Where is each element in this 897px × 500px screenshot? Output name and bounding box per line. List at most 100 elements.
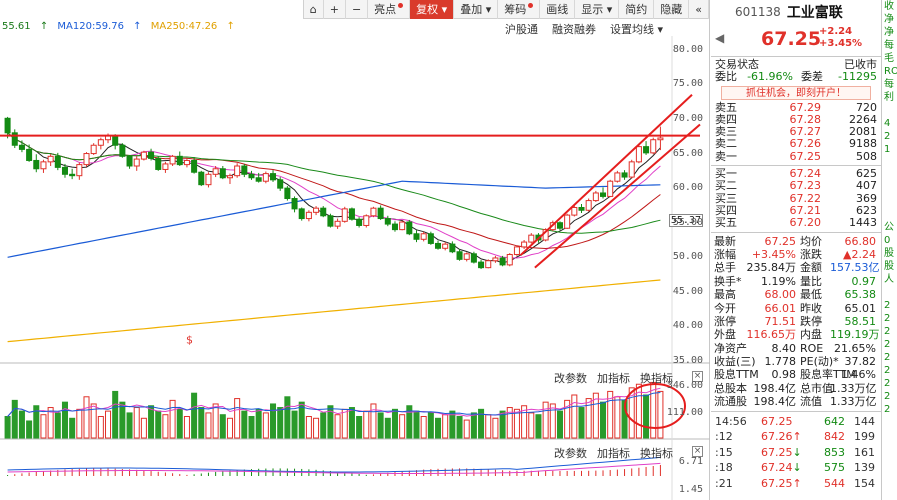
volume-bar [18, 410, 25, 439]
edge-fragment [882, 182, 897, 195]
price-axis-label: 55.37 [668, 214, 703, 228]
candle-body [657, 137, 664, 141]
back-arrow-icon[interactable]: ◀ [715, 31, 725, 45]
volume-add-indicator-button[interactable]: 加指标 [597, 372, 630, 385]
volume-bar [262, 412, 269, 439]
stat-value-2: 1.33万亿 [830, 395, 877, 409]
toolbar-button-4[interactable]: 复权 ▾ [410, 0, 455, 19]
candle-body [614, 172, 621, 182]
kline-chart-area[interactable]: ⌂ + − 亮点 复权 ▾ 叠加 ▾ 筹码 画线 显示 ▾ 简约 隐藏 « 55.61 ↑ MA120… [0, 0, 710, 500]
candle-body [119, 144, 126, 157]
toolbar-button-0[interactable]: ⌂ [304, 0, 324, 19]
volume-switch-indicator-button[interactable]: 换指标 [640, 372, 673, 385]
macd-close-icon[interactable]: × [692, 446, 703, 457]
toolbar-button-6[interactable]: 筹码 [498, 0, 541, 19]
ma1-value: 55.61 [2, 21, 31, 32]
toolbar-button-10[interactable]: 隐藏 [654, 0, 690, 19]
volume-bar [607, 390, 614, 439]
margin-trading-link[interactable]: 融资融券 [551, 23, 596, 36]
candle-body [219, 168, 226, 179]
toolbar-more-icon[interactable]: « [689, 0, 709, 19]
candle-body [226, 175, 233, 179]
stat-value-2: 1.46% [841, 368, 876, 382]
volume-bar [191, 392, 198, 439]
stat-label-2: PE(动)* [800, 355, 839, 369]
volume-bar [148, 405, 155, 439]
ask-price: 67.28 [789, 112, 822, 126]
volume-bar [485, 414, 492, 439]
volume-bar [226, 417, 233, 439]
bid-row: 买五 67.20 1443 [711, 216, 881, 229]
price-row: ◀ 67.25 +2.24 +3.45% [711, 24, 881, 54]
candle-body [298, 208, 305, 220]
ma120-line [7, 180, 661, 258]
edge-fragment [882, 104, 897, 117]
volume-bar [535, 414, 542, 439]
edge-fragment: 2 [884, 365, 891, 376]
volume-bar [370, 403, 377, 439]
volume-axis-mid: 111.00 [666, 407, 703, 418]
stat-label-2: 股息率TTM [800, 368, 856, 382]
price-change: +2.24 +3.45% [819, 26, 862, 50]
volume-bar [313, 417, 320, 439]
stock-name: 工业富联 [786, 5, 843, 21]
volume-bar [341, 408, 348, 439]
volume-bar [47, 407, 54, 439]
stat-label: 涨停 [714, 314, 736, 328]
candle-body [26, 148, 33, 161]
stock-code: 601138 [735, 5, 781, 19]
volume-bar [478, 408, 485, 439]
toolbar-button-5[interactable]: 叠加 ▾ [454, 0, 499, 19]
volume-bar [470, 412, 477, 439]
macd-switch-indicator-button[interactable]: 换指标 [640, 447, 673, 460]
candle-body [513, 246, 520, 256]
volume-bar [564, 399, 571, 439]
candle-body [270, 173, 277, 181]
toolbar-button-7[interactable]: 画线 [540, 0, 576, 19]
hugutong-link[interactable]: 沪股通 [504, 23, 538, 36]
ma-settings-link[interactable]: 设置均线 ▾ [609, 23, 663, 36]
candle-body [162, 163, 169, 170]
price-axis-label: 55.00 [672, 216, 703, 228]
stat-row: 外盘 116.65万 内盘 119.19万 [711, 328, 881, 341]
macd-edit-params-button[interactable]: 改参数 [554, 447, 587, 460]
ma-legend: 55.61 ↑ MA120:59.76 ↑ MA250:47.26 ↑ [2, 21, 241, 32]
ma60-line [7, 132, 661, 234]
volume-bar [420, 415, 427, 439]
stat-value: 68.00 [764, 288, 797, 302]
volume-bar [40, 414, 47, 439]
toolbar-button-2[interactable]: − [346, 0, 369, 19]
candle-body [18, 144, 25, 150]
toolbar-button-8[interactable]: 显示 ▾ [575, 0, 620, 19]
bid-label: 买二 [715, 179, 737, 193]
candle-body [470, 253, 477, 263]
toolbar-button-9[interactable]: 简约 [619, 0, 655, 19]
candle-body [183, 159, 190, 166]
volume-bar [320, 412, 327, 439]
toolbar-button-3[interactable]: 亮点 [368, 0, 411, 19]
volume-bar [391, 408, 398, 439]
edge-fragment: 每 [884, 79, 894, 90]
tick-list: 14:56 67.25 642 144:12 67.26↑ 842 199:15… [711, 414, 881, 492]
ask-volume: 720 [856, 100, 877, 114]
stat-value-2: 65.38 [844, 288, 877, 302]
macd-panel-buttons: 改参数 加指标 换指标 [554, 445, 673, 461]
chart-canvas[interactable]: $ [0, 36, 710, 500]
candle-body [592, 192, 599, 202]
candle-body [449, 243, 456, 253]
candle-body [607, 180, 614, 197]
candle-body [291, 198, 298, 210]
volume-bar [140, 417, 147, 439]
stat-value-2: 119.19万 [830, 328, 880, 342]
toolbar-button-1[interactable]: + [324, 0, 346, 19]
tick-time: :12 [715, 430, 733, 444]
volume-close-icon[interactable]: × [692, 371, 703, 382]
macd-add-indicator-button[interactable]: 加指标 [597, 447, 630, 460]
edge-fragment: 2 [884, 378, 891, 389]
edge-fragment: 0 [884, 235, 891, 246]
volume-bar [133, 407, 140, 439]
volume-edit-params-button[interactable]: 改参数 [554, 372, 587, 385]
volume-bar [234, 398, 241, 439]
open-account-banner[interactable]: 抓住机会，即刻开户！ [721, 85, 871, 100]
stat-label: 净资产 [714, 341, 747, 355]
